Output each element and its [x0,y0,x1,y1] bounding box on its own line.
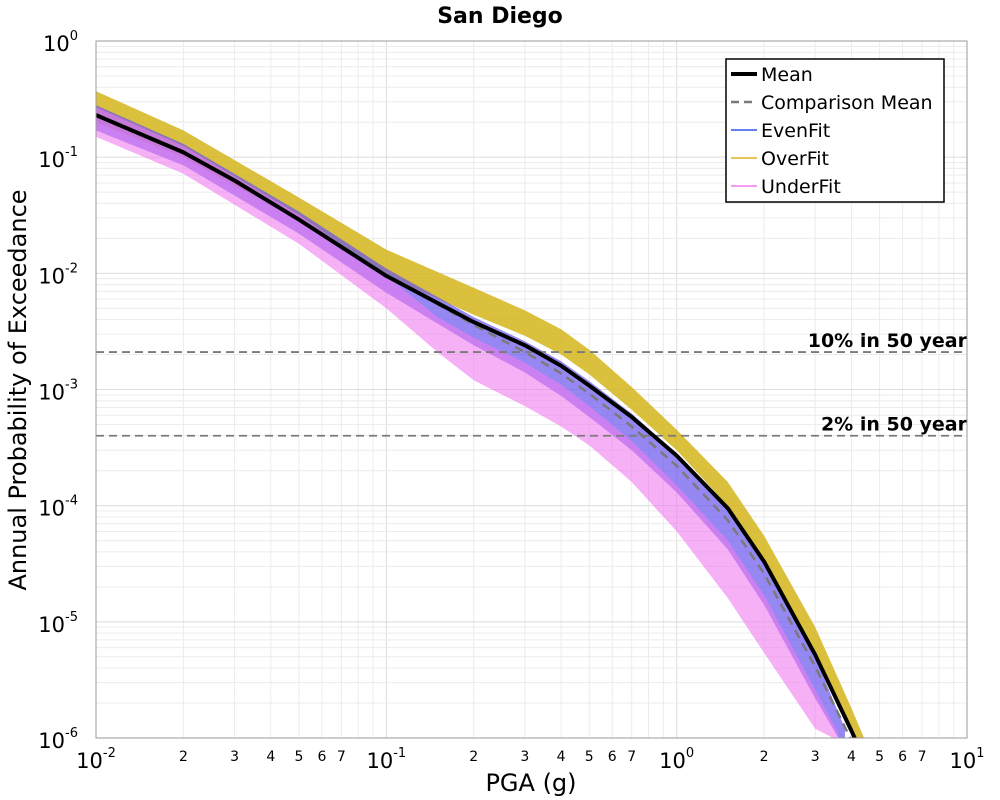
x-minor-tick-label: 5 [585,749,594,765]
x-minor-tick-label: 2 [760,749,769,765]
x-axis-label: PGA (g) [485,769,576,797]
y-tick-label: 100 [43,29,78,56]
reference-line-label: 2% in 50 year [821,414,968,436]
x-minor-tick-label: 4 [557,749,566,765]
plot-frame [95,40,968,739]
legend-label: OverFit [761,148,829,170]
legend-item: OverFit [731,148,829,170]
legend-item: UnderFit [731,176,841,198]
x-minor-tick-label: 6 [898,749,907,765]
chart-title: San Diego [437,4,563,29]
legend-box [725,58,945,203]
x-tick-label: 100 [659,746,694,773]
legend-item: Mean [731,64,813,86]
y-tick-label: 10-6 [38,726,78,753]
x-tick-label: 10-1 [366,746,406,773]
x-minor-tick-label: 5 [294,749,303,765]
legend-label: Comparison Mean [761,92,933,114]
x-minor-tick-label: 6 [608,749,617,765]
x-minor-tick-label: 3 [811,749,820,765]
y-tick-label: 10-2 [38,261,78,288]
x-minor-tick-label: 4 [266,749,275,765]
x-minor-tick-label: 6 [317,749,326,765]
x-minor-tick-label: 7 [627,749,636,765]
y-axis-ticks: 100 10-1 10-2 10-3 10-4 10-5 10-6 [38,29,78,753]
reference-line-label: 10% in 50 year [808,330,968,352]
x-minor-tick-label: 3 [230,749,239,765]
series-line-comparison-mean [96,112,852,738]
x-minor-tick-label: 7 [918,749,927,765]
y-tick-label: 10-5 [38,610,78,637]
x-tick-label: 101 [949,746,984,773]
x-minor-tick-label: 2 [179,749,188,765]
legend: Mean Comparison Mean EvenFit OverFit UnderFi… [725,58,945,203]
y-tick-label: 10-4 [38,494,78,521]
legend-label: EvenFit [761,120,830,142]
x-minor-tick-label: 4 [847,749,856,765]
y-tick-label: 10-3 [38,378,78,405]
x-minor-tick-label: 7 [337,749,346,765]
legend-item: Comparison Mean [731,92,933,114]
legend-label: Mean [761,64,813,86]
x-minor-tick-label: 3 [520,749,529,765]
legend-item: EvenFit [731,120,830,142]
legend-label: UnderFit [761,176,841,198]
series-line-mean [96,113,857,738]
reference-lines: 10% in 50 year 2% in 50 year [96,330,968,437]
y-tick-label: 10-1 [38,145,78,172]
y-axis-label: Annual Probability of Exceedance [4,189,32,590]
line-layer [96,112,857,738]
x-minor-tick-label: 5 [875,749,884,765]
x-minor-tick-label: 2 [469,749,478,765]
x-tick-label: 10-2 [76,746,116,773]
